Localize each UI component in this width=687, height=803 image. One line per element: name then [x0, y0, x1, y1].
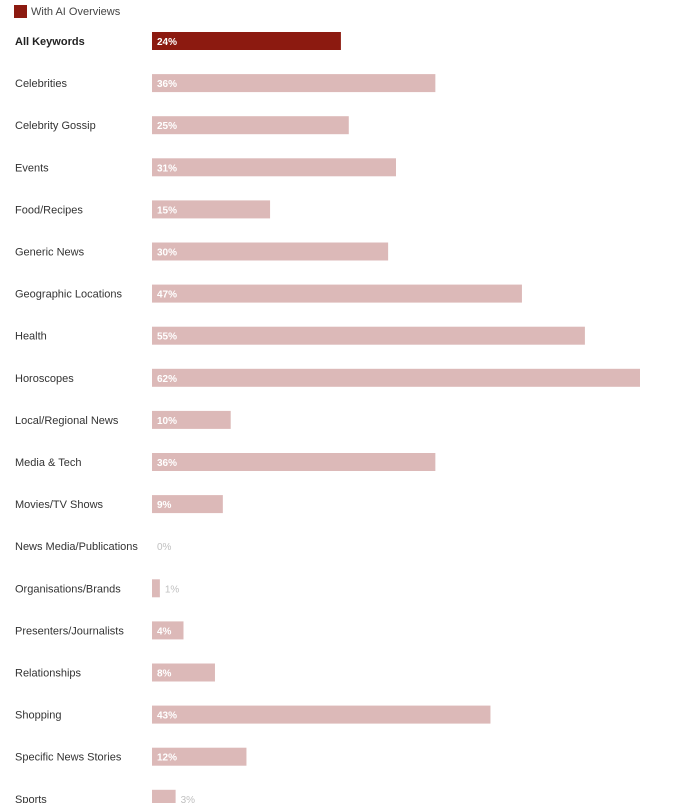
category-label: Media & Tech: [15, 457, 81, 469]
data-label: 31%: [157, 163, 177, 174]
bar: [152, 747, 247, 766]
category-label: Movies/TV Shows: [15, 499, 104, 511]
bar: [152, 453, 436, 471]
bar: [152, 242, 389, 261]
legend-label: With AI Overviews: [31, 5, 121, 18]
bar: [152, 579, 160, 598]
category-label: Presenters/Journalists: [15, 625, 124, 637]
bar: [152, 284, 522, 303]
data-label: 10%: [157, 416, 177, 427]
category-label: Health: [15, 331, 47, 343]
data-label: 55%: [157, 332, 177, 343]
data-label: 3%: [181, 795, 196, 803]
bar: [152, 410, 231, 429]
bar: [152, 326, 585, 345]
bar: [152, 495, 223, 514]
data-label: 4%: [157, 626, 172, 637]
data-label: 15%: [157, 205, 177, 216]
category-label: Events: [15, 162, 49, 174]
category-label: Relationships: [15, 668, 82, 680]
category-label: Celebrities: [15, 78, 67, 90]
data-label: 30%: [157, 248, 177, 259]
category-label: Sports: [15, 794, 47, 803]
data-label: 25%: [157, 121, 177, 132]
data-label: 9%: [157, 500, 172, 511]
bar: [152, 32, 341, 50]
bar: [152, 368, 640, 387]
data-label: 0%: [157, 542, 172, 553]
legend-swatch: [14, 5, 27, 18]
data-label: 8%: [157, 669, 172, 680]
data-label: 62%: [157, 374, 177, 385]
data-label: 47%: [157, 290, 177, 301]
category-label: Local/Regional News: [15, 415, 119, 427]
category-label: Generic News: [15, 247, 85, 259]
bar: [152, 789, 176, 803]
data-label: 36%: [157, 79, 177, 90]
data-label: 12%: [157, 753, 177, 764]
category-label: News Media/Publications: [15, 541, 138, 553]
category-label: Food/Recipes: [15, 204, 83, 216]
category-label: Specific News Stories: [15, 752, 122, 764]
data-label: 43%: [157, 711, 177, 722]
bar: [152, 705, 491, 724]
bar: [152, 116, 349, 135]
bar: [152, 74, 436, 93]
bar: [152, 663, 215, 682]
data-label: 1%: [165, 584, 180, 595]
category-label: All Keywords: [15, 36, 85, 48]
category-label: Celebrity Gossip: [15, 120, 96, 132]
bar: [152, 200, 271, 219]
data-label: 24%: [157, 37, 177, 48]
category-label: Geographic Locations: [15, 289, 123, 301]
category-label: Shopping: [15, 710, 62, 722]
data-label: 36%: [157, 458, 177, 469]
chart-legend: With AI Overviews: [14, 5, 120, 18]
bar: [152, 158, 396, 177]
bar: [152, 621, 184, 640]
category-label: Horoscopes: [15, 373, 74, 385]
category-label: Organisations/Brands: [15, 583, 121, 595]
